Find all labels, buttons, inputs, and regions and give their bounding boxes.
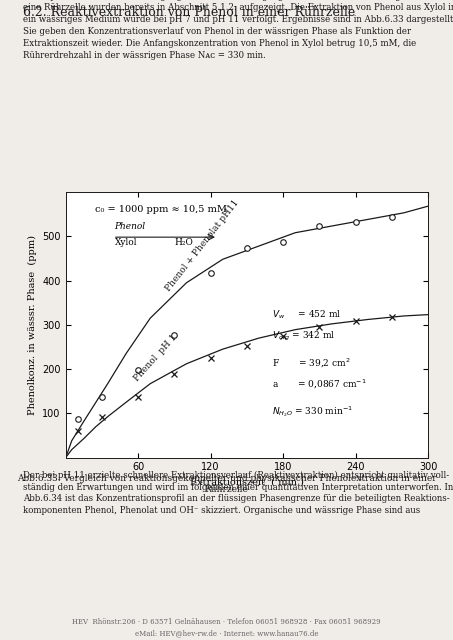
Text: Phenol: Phenol xyxy=(115,221,146,230)
Text: $V_{org}$ = 342 ml: $V_{org}$ = 342 ml xyxy=(272,330,336,343)
Text: Abb.6.33: Vergleich von reaktionsgekoppelter und physikalischer Phenolextraktion: Abb.6.33: Vergleich von reaktionsgekoppe… xyxy=(17,474,436,483)
Text: Phenol + Phenolat pH11: Phenol + Phenolat pH11 xyxy=(164,198,241,293)
Text: $V_w$     = 452 ml: $V_w$ = 452 ml xyxy=(272,309,342,321)
Text: Phenol  pH 1: Phenol pH 1 xyxy=(133,333,179,383)
Text: Die experimentellen Randbedingungen zum Stoffdurchgang durch eine ebene Phasengr: Die experimentellen Randbedingungen zum … xyxy=(23,0,453,60)
Text: 6.2. Reaktivextraktion von Phenol in einer Rührzelle: 6.2. Reaktivextraktion von Phenol in ein… xyxy=(23,6,355,19)
Text: $N_{H_2O}$ = 330 min$^{-1}$: $N_{H_2O}$ = 330 min$^{-1}$ xyxy=(272,404,353,419)
Text: Rührzelle: Rührzelle xyxy=(205,484,248,493)
Y-axis label: Phenolkonz. in wässsr. Phase  (ppm): Phenolkonz. in wässsr. Phase (ppm) xyxy=(28,235,37,415)
X-axis label: Extraktionszeit  ( min ): Extraktionszeit ( min ) xyxy=(190,478,304,487)
Text: F       = 39,2 cm$^2$: F = 39,2 cm$^2$ xyxy=(272,356,351,370)
Text: H₂O: H₂O xyxy=(174,239,193,248)
Text: Xylol: Xylol xyxy=(115,239,137,248)
Text: Der bei pH 11 erzielte schnellere Extraktionsverlauf (Reaktivextraktion) entspri: Der bei pH 11 erzielte schnellere Extrak… xyxy=(23,471,453,515)
Text: a       = 0,0867 cm$^{-1}$: a = 0,0867 cm$^{-1}$ xyxy=(272,378,367,391)
Text: HEV  Rhönstr.206 · D 63571 Gelnähausen · Telefon 06051 968928 · Fax 06051 968929: HEV Rhönstr.206 · D 63571 Gelnähausen · … xyxy=(72,618,381,637)
Text: c₀ = 1000 ppm ≈ 10,5 mM: c₀ = 1000 ppm ≈ 10,5 mM xyxy=(95,205,226,214)
